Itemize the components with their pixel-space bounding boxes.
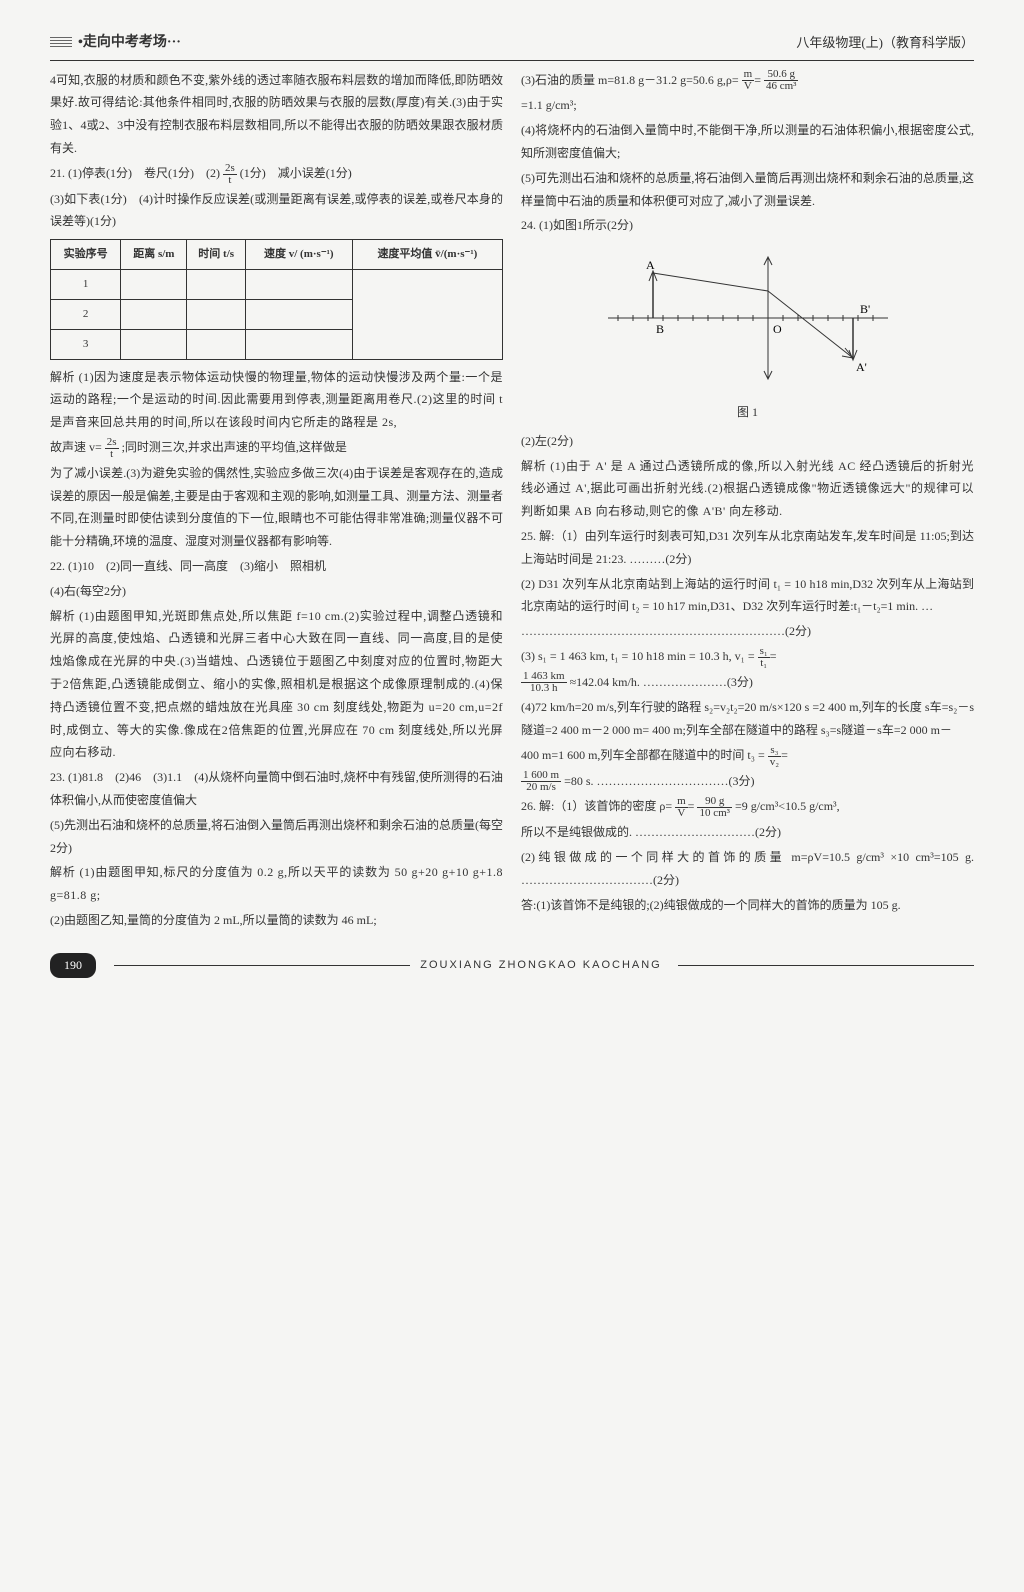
fraction-m-v: m V <box>742 69 755 92</box>
answer-text: 400 m=1 600 m,列车全部都在隧道中的时间 t₃ = <box>521 748 765 762</box>
table-header-row: 实验序号 距离 s/m 时间 t/s 速度 v/ (m·s⁻¹) 速度平均值 v… <box>51 240 503 270</box>
page-number: 190 <box>50 953 96 978</box>
header-left: •走向中考考场··· <box>50 30 181 57</box>
paragraph: 1 600 m 20 m/s =80 s. ……………………………(3分) <box>521 770 974 794</box>
paragraph: 400 m=1 600 m,列车全部都在隧道中的时间 t₃ = s₃ v₂ = <box>521 744 974 768</box>
footer-line-icon <box>678 965 974 966</box>
answer-text: 21. (1)停表(1分) 卷尺(1分) (2) <box>50 166 220 180</box>
paragraph: (2)由题图乙知,量筒的分度值为 2 mL,所以量筒的读数为 46 mL; <box>50 909 503 932</box>
header-title: 走向中考考场··· <box>83 30 181 57</box>
svg-text:B: B <box>656 322 664 336</box>
q22-line1: 22. (1)10 (2)同一直线、同一高度 (3)缩小 照相机 <box>50 555 503 578</box>
q25-line1: 25. 解:（1）由列车运行时刻表可知,D31 次列车从北京南站发车,发车时间是… <box>521 525 974 571</box>
paragraph: 26. 解:（1）该首饰的密度 ρ= m V = 90 g 10 cm³ =9 … <box>521 795 974 819</box>
footer-pinyin: ZOUXIANG ZHONGKAO KAOCHANG <box>420 955 661 976</box>
svg-text:O: O <box>773 322 782 336</box>
paragraph: 所以不是纯银做成的. …………………………(2分) <box>521 821 974 844</box>
analysis-text: 解析 (1)由于 A' 是 A 通过凸透镜所成的像,所以入射光线 AC 经凸透镜… <box>521 455 974 523</box>
fraction-s3-v2: s₃ v₂ <box>768 745 781 768</box>
answer-text: (3)石油的质量 m=81.8 g－31.2 g=50.6 g,ρ= <box>521 73 739 87</box>
table-cell: 1 <box>51 270 121 300</box>
analysis-text: 解析 (1)因为速度是表示物体运动快慢的物理量,物体的运动快慢涉及两个量:一个是… <box>50 366 503 434</box>
q23-line1: 23. (1)81.8 (2)46 (3)1.1 (4)从烧杯向量筒中倒石油时,… <box>50 766 503 812</box>
q25-line2b: …………………………………………………………(2分) <box>521 620 974 643</box>
fraction-2s-t: 2s t <box>223 163 237 186</box>
fraction-2s-t: 2s t <box>105 437 119 460</box>
q23-line2: (5)先测出石油和烧杯的总质量,将石油倒入量筒后再测出烧杯和剩余石油的总质量(每… <box>50 814 503 860</box>
paragraph: (5)可先测出石油和烧杯的总质量,将石油倒入量筒后再测出烧杯和剩余石油的总质量,… <box>521 167 974 213</box>
experiment-table: 实验序号 距离 s/m 时间 t/s 速度 v/ (m·s⁻¹) 速度平均值 v… <box>50 239 503 360</box>
q21-line1: 21. (1)停表(1分) 卷尺(1分) (2) 2s t (1分) 减小误差(… <box>50 162 503 186</box>
fraction-s1-t1: s₁ t₁ <box>758 646 770 669</box>
table-header: 速度 v/ (m·s⁻¹) <box>245 240 352 270</box>
table-header: 时间 t/s <box>187 240 245 270</box>
paragraph: (3)石油的质量 m=81.8 g－31.2 g=50.6 g,ρ= m V =… <box>521 69 974 93</box>
table-header: 距离 s/m <box>121 240 187 270</box>
left-column: 4可知,衣服的材质和颜色不变,紫外线的透过率随衣服布料层数的增加而降低,即防晒效… <box>50 69 503 934</box>
right-column: (3)石油的质量 m=81.8 g－31.2 g=50.6 g,ρ= m V =… <box>521 69 974 934</box>
paragraph: 4可知,衣服的材质和颜色不变,紫外线的透过率随衣服布料层数的增加而降低,即防晒效… <box>50 69 503 160</box>
figure-1: A B A' B' O 图 1 <box>521 243 974 424</box>
footer-line-icon <box>114 965 410 966</box>
table-header: 速度平均值 v̄/(m·s⁻¹) <box>352 240 502 270</box>
header-right: 八年级物理(上)（教育科学版） <box>796 31 974 56</box>
paragraph: =1.1 g/cm³; <box>521 94 974 117</box>
answer-text: 故声速 v= <box>50 440 102 454</box>
answer-text: ;同时测三次,并求出声速的平均值,这样做是 <box>122 440 347 454</box>
svg-text:A: A <box>646 258 655 272</box>
table-cell: 3 <box>51 329 121 359</box>
analysis-text: 解析 (1)由题图甲知,光斑即焦点处,所以焦距 f=10 cm.(2)实验过程中… <box>50 605 503 765</box>
svg-text:B': B' <box>860 302 870 316</box>
answer-text: =9 g/cm³<10.5 g/cm³, <box>735 799 840 813</box>
fraction-90-10: 90 g 10 cm³ <box>697 796 732 819</box>
paragraph: (3) s₁ = 1 463 km, t₁ = 10 h18 min = 10.… <box>521 645 974 669</box>
fraction-506-46: 50.6 g 46 cm³ <box>764 69 799 92</box>
q22-line2: (4)右(每空2分) <box>50 580 503 603</box>
answer-text: ≈142.04 km/h. …………………(3分) <box>570 675 753 689</box>
q24-line2: (2)左(2分) <box>521 430 974 453</box>
answer-text: (1分) 减小误差(1分) <box>240 166 352 180</box>
answer-text: 26. 解:（1）该首饰的密度 ρ= <box>521 799 672 813</box>
paragraph: 为了减小误差.(3)为避免实验的偶然性,实验应多做三次(4)由于误差是客观存在的… <box>50 462 503 553</box>
table-cell: 2 <box>51 299 121 329</box>
figure-label: 图 1 <box>521 401 974 424</box>
paragraph: (4)72 km/h=20 m/s,列车行驶的路程 s₂=v₂t₂=20 m/s… <box>521 696 974 742</box>
svg-text:A': A' <box>856 360 867 374</box>
paragraph: 答:(1)该首饰不是纯银的;(2)纯银做成的一个同样大的首饰的质量为 105 g… <box>521 894 974 917</box>
answer-text: (3) s₁ = 1 463 km, t₁ = 10 h18 min = 10.… <box>521 649 755 663</box>
paragraph: 1 463 km 10.3 h ≈142.04 km/h. …………………(3分… <box>521 671 974 695</box>
paragraph: (2)纯银做成的一个同样大的首饰的质量 m=ρV=10.5 g/cm³ ×10 … <box>521 846 974 892</box>
lens-diagram-icon: A B A' B' O <box>598 243 898 393</box>
paragraph: (4)将烧杯内的石油倒入量筒中时,不能倒干净,所以测量的石油体积偏小,根据密度公… <box>521 119 974 165</box>
analysis-text: 解析 (1)由题图甲知,标尺的分度值为 0.2 g,所以天平的读数为 50 g+… <box>50 861 503 907</box>
q21-line2: (3)如下表(1分) (4)计时操作反应误差(或测量距离有误差,或停表的误差,或… <box>50 188 503 234</box>
fraction-1600-20: 1 600 m 20 m/s <box>521 770 561 793</box>
fraction-1463-103: 1 463 km 10.3 h <box>521 671 567 694</box>
fraction-m-v: m V <box>675 796 688 819</box>
paragraph: 故声速 v= 2s t ;同时测三次,并求出声速的平均值,这样做是 <box>50 436 503 460</box>
q25-line2: (2) D31 次列车从北京南站到上海站的运行时间 t₁ = 10 h18 mi… <box>521 573 974 619</box>
header-stripes-icon <box>50 37 72 49</box>
answer-text: =80 s. ……………………………(3分) <box>564 774 754 788</box>
page-header: •走向中考考场··· 八年级物理(上)（教育科学版） <box>50 30 974 61</box>
page-footer: 190 ZOUXIANG ZHONGKAO KAOCHANG <box>50 953 974 978</box>
q24-line1: 24. (1)如图1所示(2分) <box>521 214 974 237</box>
table-row: 1 <box>51 270 503 300</box>
table-header: 实验序号 <box>51 240 121 270</box>
